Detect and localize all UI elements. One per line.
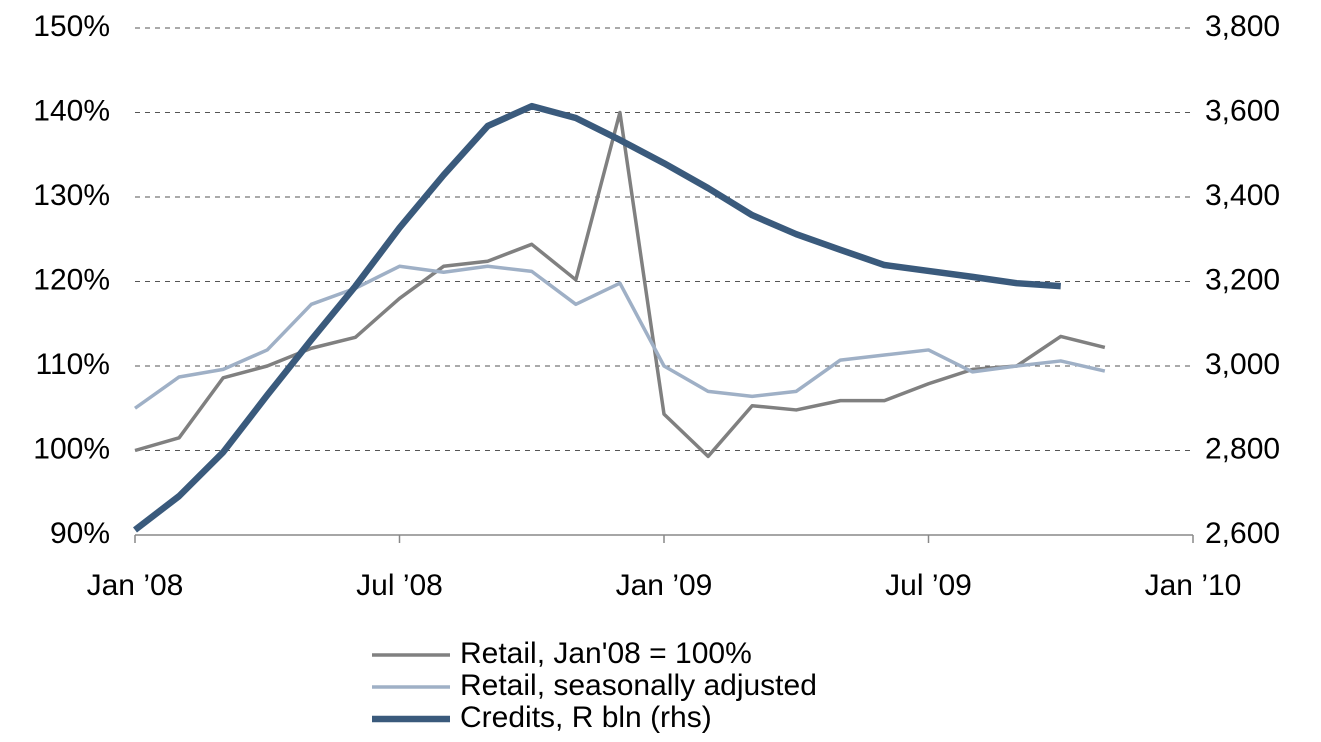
y-tick-label: 100% <box>33 432 110 465</box>
x-tick-label: Jul ’09 <box>885 569 972 602</box>
y-tick-label: 130% <box>33 179 110 212</box>
y2-tick-label: 3,600 <box>1205 94 1280 127</box>
y2-tick-label: 2,600 <box>1205 517 1280 550</box>
x-tick-label: Jan ’09 <box>616 569 713 602</box>
y-tick-label: 150% <box>33 10 110 43</box>
x-tick-label: Jul ’08 <box>356 569 443 602</box>
y-tick-label: 120% <box>33 263 110 296</box>
y2-tick-label: 2,800 <box>1205 432 1280 465</box>
y2-tick-label: 3,000 <box>1205 348 1280 381</box>
x-tick-label: Jan ’08 <box>87 569 184 602</box>
x-tick-label: Jan ’10 <box>1145 569 1242 602</box>
y-tick-label: 110% <box>35 348 110 381</box>
legend-label: Retail, seasonally adjusted <box>460 669 817 702</box>
y2-tick-label: 3,200 <box>1205 263 1280 296</box>
legend-label: Retail, Jan'08 = 100% <box>460 637 752 670</box>
series-line <box>133 264 1106 410</box>
y-tick-label: 90% <box>50 517 110 550</box>
legend-label: Credits, R bln (rhs) <box>460 701 712 734</box>
y2-tick-label: 3,400 <box>1205 179 1280 212</box>
series-line <box>133 102 1061 533</box>
y2-tick-label: 3,800 <box>1205 10 1280 43</box>
y-tick-label: 140% <box>33 94 110 127</box>
